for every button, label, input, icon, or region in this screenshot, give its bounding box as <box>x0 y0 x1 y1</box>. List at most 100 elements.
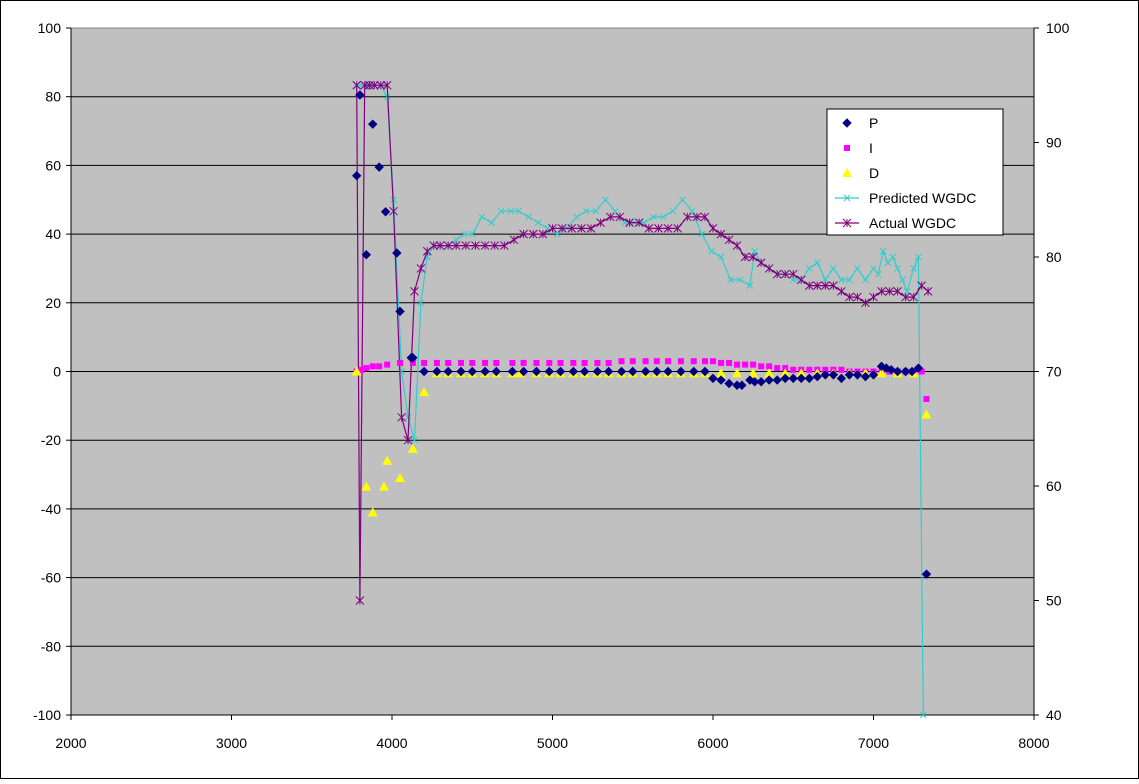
data-point-predicted-wgdc <box>659 213 667 221</box>
data-point-actual-wgdc <box>480 241 490 250</box>
data-point-actual-wgdc <box>700 212 710 222</box>
data-point-actual-wgdc <box>509 235 519 245</box>
data-point-p <box>491 366 502 377</box>
data-point-predicted-wgdc <box>688 207 696 215</box>
data-point-p <box>568 366 579 377</box>
data-point-predicted-wgdc-stroke <box>679 196 686 204</box>
data-point-actual-wgdc <box>519 229 528 239</box>
data-point-actual-wgdc <box>812 281 822 290</box>
data-point-predicted-wgdc <box>452 236 460 244</box>
data-point-actual-wgdc <box>663 224 673 233</box>
data-point-i <box>397 359 404 366</box>
data-point-p <box>443 366 453 377</box>
data-point-i <box>369 363 376 370</box>
data-point-predicted-wgdc <box>515 207 523 215</box>
data-point-p <box>892 366 903 377</box>
data-point-i <box>701 358 708 365</box>
data-point-d <box>419 387 430 397</box>
data-point-p <box>750 377 760 387</box>
data-point-p <box>913 363 924 373</box>
data-point-d <box>921 409 932 419</box>
y-tick-label: -100 <box>33 707 61 723</box>
legend-marker-d <box>842 168 852 177</box>
data-point-actual-wgdc <box>528 229 538 239</box>
series-p <box>351 90 932 579</box>
data-point-actual-wgdc <box>355 596 365 605</box>
data-point-i <box>665 358 672 365</box>
data-point-actual-wgdc <box>376 80 386 90</box>
legend-marker-i <box>844 145 850 151</box>
y-tick-label: 60 <box>45 157 61 173</box>
data-point-p <box>804 373 815 384</box>
data-point-p <box>579 366 590 377</box>
data-point-d <box>367 507 378 517</box>
data-point-predicted-wgdc-stroke <box>488 219 495 227</box>
data-point-predicted-wgdc-stroke <box>582 207 590 215</box>
y-tick-label: -60 <box>41 570 61 586</box>
data-point-i <box>742 361 749 368</box>
data-point-predicted-wgdc-stroke <box>411 436 418 444</box>
data-point-predicted-wgdc <box>468 230 476 238</box>
data-point-actual-wgdc <box>654 224 663 233</box>
data-point-predicted-wgdc-stroke <box>789 276 797 284</box>
data-point-p <box>592 366 603 377</box>
x-tick-label: 8000 <box>1018 735 1049 751</box>
data-point-predicted-wgdc <box>846 276 853 284</box>
data-point-p <box>868 370 879 380</box>
data-point-predicted-wgdc <box>919 711 927 719</box>
data-point-predicted-wgdc-stroke <box>573 213 580 221</box>
data-point-actual-wgdc <box>416 264 426 273</box>
data-point-actual-wgdc <box>389 206 398 216</box>
data-point-actual-wgdc <box>451 241 461 250</box>
legend-box <box>826 108 1004 236</box>
y2-tick-label: 50 <box>1046 593 1062 609</box>
y-tick-label: 80 <box>45 89 61 105</box>
data-point-p <box>828 370 839 380</box>
data-point-i <box>822 366 829 373</box>
data-point-predicted-wgdc <box>582 207 590 215</box>
data-point-predicted-wgdc <box>727 276 735 284</box>
data-point-actual-wgdc <box>885 286 894 296</box>
data-point-predicted-wgdc <box>910 265 917 272</box>
data-point-actual-wgdc <box>596 218 606 228</box>
data-point-p <box>432 366 442 377</box>
data-point-i <box>409 359 416 366</box>
data-point-predicted-wgdc-stroke <box>870 265 877 272</box>
data-point-predicted-wgdc-stroke <box>717 253 725 261</box>
x-tick-label: 2000 <box>55 735 86 751</box>
series-group <box>351 80 933 719</box>
data-point-p <box>663 366 673 377</box>
data-point-predicted-wgdc-stroke <box>830 265 837 272</box>
data-point-i <box>376 363 383 370</box>
y2-tick-label: 100 <box>1046 20 1070 36</box>
data-point-i <box>509 359 516 366</box>
y2-tick-label: 40 <box>1046 707 1062 723</box>
data-point-predicted-wgdc <box>417 299 425 307</box>
data-point-p <box>368 119 378 129</box>
data-point-p <box>361 250 372 260</box>
data-point-predicted-wgdc-stroke <box>515 207 523 215</box>
data-point-predicted-wgdc-stroke <box>544 225 552 232</box>
data-point-actual-wgdc <box>369 80 379 90</box>
data-point-p <box>700 366 710 377</box>
data-point-actual-wgdc <box>923 286 933 296</box>
data-point-predicted-wgdc <box>411 436 418 444</box>
data-point-predicted-wgdc-stroke <box>497 207 505 215</box>
data-point-d <box>716 368 727 378</box>
legend-marker-p <box>842 118 852 128</box>
data-point-predicted-wgdc <box>899 276 906 284</box>
data-point-i <box>458 359 465 366</box>
data-point-i <box>677 358 684 365</box>
data-point-i <box>806 366 813 373</box>
data-point-predicted-wgdc-stroke <box>854 265 861 272</box>
data-point-actual-wgdc <box>748 252 758 262</box>
data-point-d <box>796 368 807 378</box>
data-point-d <box>351 366 362 376</box>
data-point-predicted-wgdc <box>507 207 515 215</box>
data-point-i <box>690 358 697 365</box>
legend-marker-predicted-wgdc-stroke <box>843 194 851 202</box>
data-point-predicted-wgdc-stroke <box>838 276 845 284</box>
data-point-predicted-wgdc <box>805 265 813 272</box>
data-point-actual-wgdc <box>804 281 814 290</box>
